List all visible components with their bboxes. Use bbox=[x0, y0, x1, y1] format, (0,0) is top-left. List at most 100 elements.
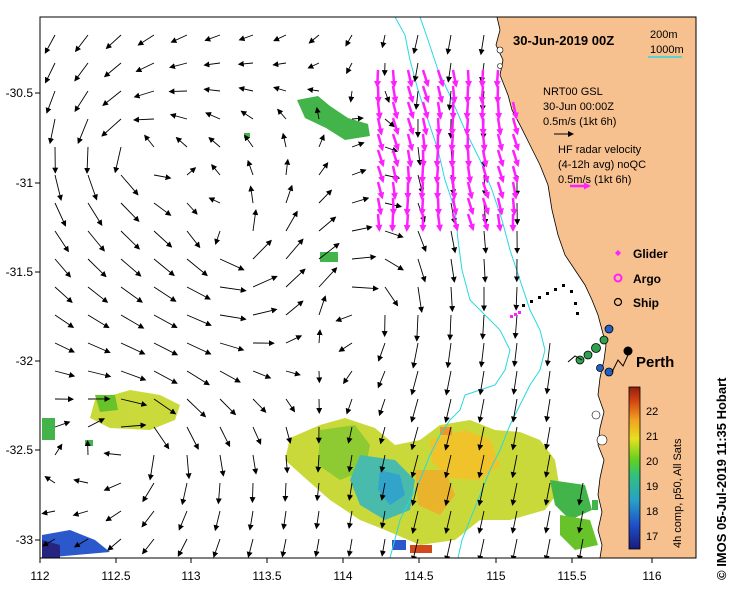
model-legend-scale: 0.5m/s (1kt 6h) bbox=[543, 116, 616, 128]
current-arrow bbox=[314, 510, 321, 530]
current-arrow bbox=[384, 230, 404, 239]
radar-arrow bbox=[496, 181, 505, 200]
current-arrow bbox=[141, 538, 155, 555]
current-arrow bbox=[186, 342, 212, 355]
radar-arrow bbox=[435, 117, 443, 136]
current-arrow bbox=[153, 258, 175, 277]
x-tick-label: 116 bbox=[642, 569, 661, 583]
current-arrow bbox=[346, 538, 353, 557]
current-arrow bbox=[285, 210, 298, 232]
current-arrow bbox=[54, 230, 69, 253]
current-arrow bbox=[44, 62, 56, 84]
current-arrow bbox=[576, 510, 584, 534]
coast-islands bbox=[496, 46, 608, 446]
current-arrow bbox=[544, 426, 551, 451]
radar-arrow bbox=[435, 213, 443, 232]
radar-arrow bbox=[406, 117, 415, 136]
current-arrow bbox=[410, 510, 419, 534]
current-arrow bbox=[417, 230, 427, 253]
current-arrow bbox=[54, 420, 71, 428]
current-arrow bbox=[313, 538, 320, 558]
current-arrow bbox=[351, 141, 365, 148]
current-arrow bbox=[478, 370, 485, 396]
colorbar-tick: 18 bbox=[646, 506, 658, 518]
platform-tracks bbox=[510, 284, 579, 318]
current-arrow bbox=[246, 538, 254, 558]
current-arrow bbox=[74, 34, 89, 53]
current-arrow bbox=[285, 300, 304, 316]
current-arrow bbox=[384, 258, 404, 271]
x-tick-label: 113 bbox=[181, 569, 200, 583]
current-arrow bbox=[107, 538, 122, 551]
current-arrow bbox=[285, 370, 301, 377]
current-arrow bbox=[351, 254, 377, 261]
radar-arrow bbox=[463, 101, 471, 120]
radar-arrow bbox=[418, 181, 426, 200]
radar-legend-title: HF radar velocity bbox=[558, 144, 642, 156]
radar-arrow bbox=[511, 165, 520, 184]
current-arrow bbox=[153, 314, 178, 328]
current-arrow bbox=[478, 34, 485, 56]
current-arrow bbox=[73, 478, 89, 484]
current-arrow bbox=[252, 370, 272, 379]
current-arrow bbox=[577, 482, 584, 506]
current-arrow bbox=[205, 112, 221, 120]
current-arrow bbox=[169, 62, 188, 70]
x-tick-label: 115.5 bbox=[557, 569, 586, 583]
current-arrow bbox=[120, 286, 143, 303]
current-arrow bbox=[252, 426, 262, 445]
current-arrow bbox=[169, 113, 188, 120]
current-arrow bbox=[444, 510, 452, 534]
radar-arrow bbox=[481, 181, 490, 200]
current-arrow bbox=[347, 454, 353, 473]
current-arrow bbox=[318, 267, 338, 288]
current-arrow bbox=[308, 34, 320, 44]
x-axis-labels: 112 112.5 113 113.5 114 114.5 115 115.5 … bbox=[30, 569, 661, 583]
y-tick-label: -31 bbox=[16, 176, 34, 190]
current-arrow bbox=[120, 370, 147, 382]
current-arrow bbox=[343, 370, 353, 385]
radar-arrow bbox=[389, 213, 397, 232]
current-arrow bbox=[284, 158, 291, 176]
current-arrow bbox=[240, 110, 254, 120]
current-arrow bbox=[281, 510, 288, 530]
current-arrow bbox=[219, 426, 231, 448]
current-arrow bbox=[208, 197, 221, 204]
radar-arrow bbox=[389, 197, 397, 216]
current-arrow bbox=[238, 34, 254, 42]
radar-arrow bbox=[464, 133, 472, 152]
current-arrow bbox=[252, 454, 259, 475]
y-axis-labels: -30.5 -31 -31.5 -32 -32.5 -33 bbox=[6, 86, 34, 547]
current-arrow bbox=[54, 174, 63, 201]
current-arrow bbox=[314, 106, 321, 120]
current-arrow bbox=[170, 34, 188, 43]
current-arrow bbox=[410, 426, 419, 451]
y-tick-label: -32.5 bbox=[6, 443, 34, 457]
current-arrow bbox=[347, 482, 354, 501]
current-arrow bbox=[282, 482, 289, 502]
radar-arrow bbox=[448, 149, 456, 168]
current-arrow bbox=[444, 538, 452, 558]
current-arrow bbox=[249, 482, 256, 504]
current-arrow bbox=[513, 286, 520, 311]
radar-arrow bbox=[391, 133, 400, 152]
current-arrow bbox=[153, 286, 177, 302]
current-arrow bbox=[477, 454, 485, 479]
current-arrow bbox=[544, 398, 551, 423]
argo-label: Argo bbox=[633, 272, 661, 286]
current-arrow bbox=[318, 295, 327, 316]
current-arrow bbox=[446, 62, 452, 83]
current-arrow bbox=[252, 307, 278, 316]
radar-arrow bbox=[448, 117, 456, 136]
current-arrow bbox=[54, 342, 76, 353]
current-arrow bbox=[168, 88, 188, 95]
current-arrow bbox=[87, 202, 103, 226]
current-arrow bbox=[105, 34, 122, 50]
current-arrow bbox=[219, 258, 245, 271]
current-arrow bbox=[346, 426, 353, 444]
radar-arrow bbox=[495, 101, 503, 120]
current-arrow bbox=[512, 314, 519, 339]
radar-arrow bbox=[496, 165, 505, 184]
current-arrow bbox=[273, 34, 287, 42]
current-arrow bbox=[153, 426, 170, 450]
